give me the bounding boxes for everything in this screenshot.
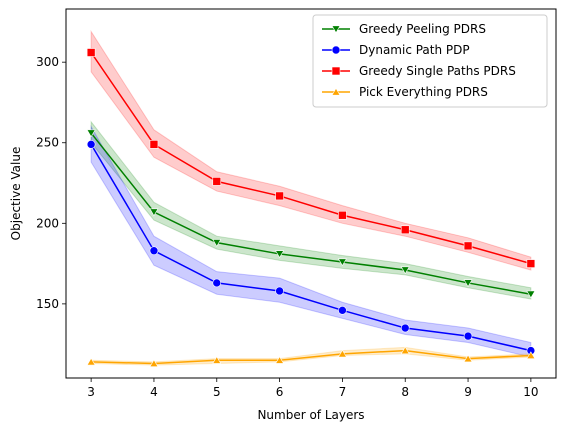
greedy-peeling-pdrs-point	[275, 250, 285, 259]
greedy-single-paths-pdrs-point	[338, 210, 347, 220]
pick-everything-pdrs-point	[337, 349, 347, 358]
dynamic-path-pdp-point	[463, 331, 473, 341]
pick-everything-pdrs-point	[275, 356, 285, 364]
pick-everything-pdrs-legend-marker	[331, 87, 341, 96]
greedy-peeling-pdrs-band	[90, 120, 532, 300]
x-tick-label: 4	[150, 385, 158, 399]
greedy-single-paths-pdrs-band	[90, 29, 532, 271]
dynamic-path-pdp-point	[212, 278, 222, 288]
greedy-single-paths-pdrs-point	[526, 259, 536, 268]
legend-label-pick-everything-pdrs: Pick Everything PDRS	[359, 85, 488, 99]
greedy-single-paths-pdrs-point	[275, 191, 284, 201]
dynamic-path-pdp-point	[86, 140, 96, 149]
legend-label-dynamic-path-pdp: Dynamic Path PDP	[359, 43, 470, 57]
greedy-peeling-pdrs-point	[337, 258, 347, 267]
dynamic-path-pdp-point	[338, 306, 347, 315]
legend-label-greedy-single-paths-pdrs: Greedy Single Paths PDRS	[359, 64, 516, 78]
series-lines	[90, 52, 532, 365]
x-tick-label: 6	[276, 385, 284, 399]
greedy-peeling-pdrs-point	[212, 239, 222, 247]
greedy-single-paths-pdrs-point	[86, 48, 96, 57]
dynamic-path-pdp-legend-marker	[331, 45, 341, 55]
plot-frame	[65, 8, 557, 379]
x-tick-label: 5	[213, 385, 221, 399]
greedy-single-paths-pdrs-point	[212, 177, 222, 186]
greedy-single-paths-pdrs-point	[463, 241, 473, 251]
dynamic-path-pdp-line	[90, 143, 532, 352]
x-tick-label: 8	[401, 385, 409, 399]
y-tick-label: 150	[36, 297, 59, 311]
x-axis: 3 4 5 6 7 8 9 10	[87, 378, 539, 399]
x-tick-label: 10	[523, 385, 538, 399]
pick-everything-pdrs-point	[212, 356, 222, 364]
x-axis-label: Number of Layers	[257, 408, 364, 422]
greedy-single-paths-pdrs-point	[149, 140, 159, 149]
series-markers	[86, 48, 536, 367]
greedy-peeling-pdrs-point	[526, 290, 536, 299]
pick-everything-pdrs-point	[86, 357, 96, 366]
pick-everything-pdrs-point	[400, 346, 410, 355]
dynamic-path-pdp-point	[400, 323, 410, 333]
greedy-peeling-pdrs-point	[463, 279, 473, 288]
x-tick-label: 7	[339, 385, 347, 399]
x-tick-label: 3	[87, 385, 95, 399]
greedy-single-paths-pdrs-point	[400, 225, 410, 235]
x-tick-label: 9	[464, 385, 472, 399]
greedy-peeling-pdrs-line	[90, 132, 532, 295]
greedy-peeling-pdrs-point	[149, 208, 159, 217]
pick-everything-pdrs-point	[463, 354, 473, 363]
y-tick-label: 300	[36, 55, 59, 69]
legend-label-greedy-peeling-pdrs: Greedy Peeling PDRS	[359, 22, 486, 36]
greedy-peeling-pdrs-point	[400, 266, 410, 275]
greedy-peeling-pdrs-legend-marker	[331, 25, 341, 34]
dynamic-path-pdp-point	[149, 246, 159, 256]
legend: Greedy Peeling PDRS Dynamic Path PDP Greed…	[312, 14, 548, 108]
legend-box	[312, 14, 548, 108]
greedy-single-paths-pdrs-line	[90, 52, 532, 265]
dynamic-path-pdp-point	[275, 286, 284, 296]
y-tick-label: 200	[36, 216, 59, 230]
pick-everything-pdrs-band	[90, 346, 532, 366]
y-axis: 150 200 250 300	[36, 55, 66, 311]
y-tick-label: 250	[36, 136, 59, 150]
pick-everything-pdrs-point	[149, 359, 159, 367]
pick-everything-pdrs-line	[91, 349, 531, 365]
y-axis-label: Objective Value	[9, 147, 23, 241]
greedy-single-paths-pdrs-legend-marker	[331, 66, 341, 76]
pick-everything-pdrs-point	[526, 351, 536, 359]
greedy-peeling-pdrs-point	[86, 129, 96, 138]
